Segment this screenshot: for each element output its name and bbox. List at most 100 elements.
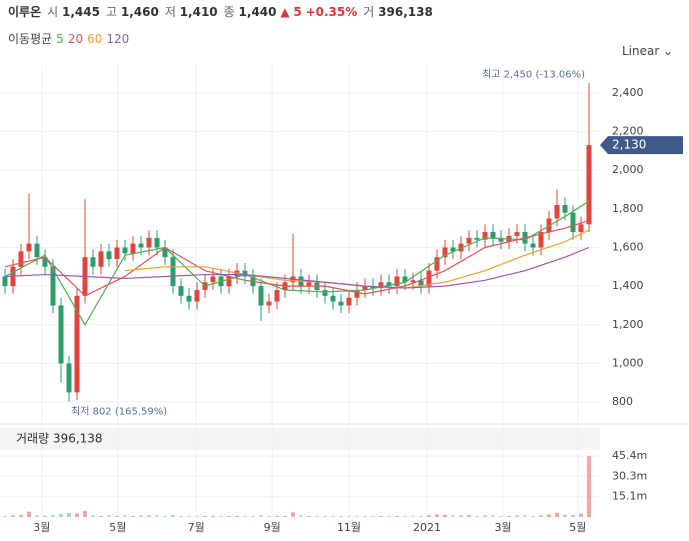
candle-body xyxy=(554,205,560,219)
volume-bar xyxy=(75,513,79,517)
candle-body xyxy=(538,232,544,248)
x-tick-label: 3월 xyxy=(33,521,50,534)
candle-body xyxy=(530,243,536,248)
candle-body xyxy=(322,289,328,296)
scale-toggle[interactable]: Linear ⌄ xyxy=(622,44,674,58)
volume-bar xyxy=(571,514,575,517)
volume-bar xyxy=(403,516,407,517)
volume-bar xyxy=(291,512,295,517)
volume-bar xyxy=(19,514,23,517)
min-label: 최저 802 (165.59%) xyxy=(71,406,167,418)
volume-bar xyxy=(163,516,167,517)
volume-bar xyxy=(563,514,567,517)
volume-bar xyxy=(299,515,303,517)
candle-body xyxy=(274,289,280,302)
max-label: 최고 2,450 (-13.06%) xyxy=(482,68,585,80)
volume-bar xyxy=(435,514,439,517)
candle-body xyxy=(354,289,360,298)
candle-body xyxy=(578,224,584,233)
scale-mode[interactable]: Linear xyxy=(622,44,660,58)
candle-body xyxy=(146,237,152,248)
candle-body xyxy=(138,243,144,248)
volume-bar xyxy=(547,514,551,517)
volume-bar xyxy=(467,515,471,517)
volume-bar xyxy=(139,515,143,517)
candle-body xyxy=(482,232,488,240)
volume-bar xyxy=(451,515,455,517)
y-tick-label: 2,000 xyxy=(612,163,644,176)
ma-item: 60 xyxy=(87,32,103,46)
high: 1,460 xyxy=(120,5,159,19)
volume-bar xyxy=(123,515,127,517)
candle-body xyxy=(402,276,408,283)
candle-body xyxy=(18,251,24,267)
last-price-label: 2,130 xyxy=(612,138,646,152)
candle-body xyxy=(266,301,272,306)
volume-bar xyxy=(395,515,399,517)
ma-item: 120 xyxy=(106,32,130,46)
volume-bar xyxy=(539,515,543,517)
candle-body xyxy=(170,257,176,287)
y-tick-label: 1,000 xyxy=(612,356,644,369)
volume-bar xyxy=(275,516,279,517)
volume-bar xyxy=(523,515,527,517)
candle-body xyxy=(498,237,504,242)
candle-body xyxy=(186,295,192,302)
volume-bar xyxy=(331,516,335,517)
candle-body xyxy=(58,305,64,364)
volume-bar xyxy=(363,516,367,517)
candle-body xyxy=(114,247,120,260)
y-tick-label: 1,400 xyxy=(612,279,644,292)
volume-bar xyxy=(211,515,215,517)
volume-bar xyxy=(27,511,31,517)
volume-bar xyxy=(379,516,383,517)
volume-bar xyxy=(387,516,391,517)
x-tick-label: 7월 xyxy=(188,521,205,534)
x-tick-label: 5월 xyxy=(109,521,126,534)
candle-body xyxy=(434,257,440,271)
volume-bar xyxy=(11,515,15,517)
volume-bar xyxy=(411,516,415,517)
label: 고 xyxy=(105,5,118,19)
candle-body xyxy=(226,276,232,287)
volume-bar xyxy=(83,510,87,517)
candle-body xyxy=(338,301,344,306)
volume-bar xyxy=(587,455,591,517)
candle-body xyxy=(458,243,464,252)
ma-line xyxy=(4,246,590,289)
volume-bar xyxy=(459,515,463,517)
candle-body xyxy=(330,295,336,302)
volume-bar xyxy=(267,516,271,517)
y-tick-label: 2,200 xyxy=(612,125,644,138)
volume-bar xyxy=(147,515,151,517)
volume-bar xyxy=(115,516,119,517)
candle-body xyxy=(162,247,168,258)
ma-legend: 이동평균 5 20 60 120 xyxy=(8,30,133,47)
volume-bar xyxy=(179,515,183,517)
volume-bar xyxy=(427,515,431,517)
change: 5 xyxy=(293,5,302,19)
volume-bar xyxy=(131,515,135,517)
volume-tick-label: 30.3m xyxy=(612,469,647,482)
candle-body xyxy=(242,270,248,277)
x-tick-label: 11월 xyxy=(337,521,361,534)
candle-body xyxy=(394,276,400,287)
change-pct: +0.35% xyxy=(305,5,358,19)
y-tick-label: 1,800 xyxy=(612,202,644,215)
arrow: ▲ xyxy=(280,5,290,19)
candle-body xyxy=(258,286,264,306)
volume-bar xyxy=(347,516,351,517)
volume-bar xyxy=(315,516,319,517)
volume: 396,138 xyxy=(378,5,433,19)
candle-body xyxy=(466,237,472,244)
candle-body xyxy=(178,286,184,296)
volume-bar xyxy=(227,516,231,517)
candle-body xyxy=(98,251,104,267)
ma-title: 이동평균 xyxy=(8,32,53,46)
volume-bar xyxy=(283,515,287,517)
volume-tick-label: 15.1m xyxy=(612,490,647,503)
candle-body xyxy=(194,289,200,302)
candle-body xyxy=(490,232,496,238)
candle-body xyxy=(130,243,136,254)
